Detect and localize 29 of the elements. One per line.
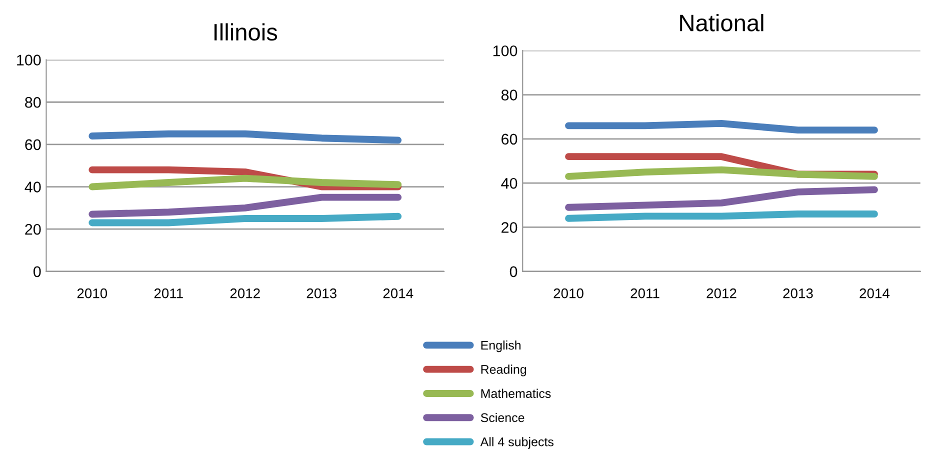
x-tick-label: 2010	[77, 288, 108, 298]
x-tick-label: 2014	[383, 288, 414, 298]
legend-label: Mathematics	[481, 388, 551, 398]
x-tick-label: 2011	[630, 288, 660, 298]
legend-label: All 4 subjects	[480, 437, 554, 449]
y-tick-label: 0	[510, 266, 518, 278]
y-tick-label: 40	[501, 178, 518, 189]
x-tick-label: 2011	[154, 288, 183, 298]
chart-title: Illinois	[214, 23, 278, 41]
y-tick-label: 60	[25, 139, 41, 150]
legend-label: English	[481, 340, 520, 352]
x-tick-label: 2012	[706, 288, 736, 298]
x-tick-label: 2010	[554, 288, 584, 298]
y-tick-label: 40	[24, 182, 41, 192]
legend-label: Reading	[481, 364, 526, 376]
y-tick-label: 60	[502, 134, 518, 145]
y-tick-label: 100	[17, 54, 41, 66]
x-tick-label: 2012	[230, 288, 260, 298]
y-tick-label: 0	[33, 266, 41, 278]
legend-label: Science	[480, 412, 524, 422]
x-tick-label: 2013	[306, 288, 336, 298]
y-tick-label: 20	[25, 224, 41, 235]
chart-title: National	[680, 14, 764, 32]
x-tick-label: 2013	[783, 288, 813, 298]
x-tick-label: 2014	[860, 288, 890, 298]
y-tick-label: 100	[493, 45, 518, 56]
y-tick-label: 80	[501, 90, 518, 100]
y-tick-label: 20	[502, 222, 518, 233]
y-tick-label: 80	[25, 96, 41, 108]
